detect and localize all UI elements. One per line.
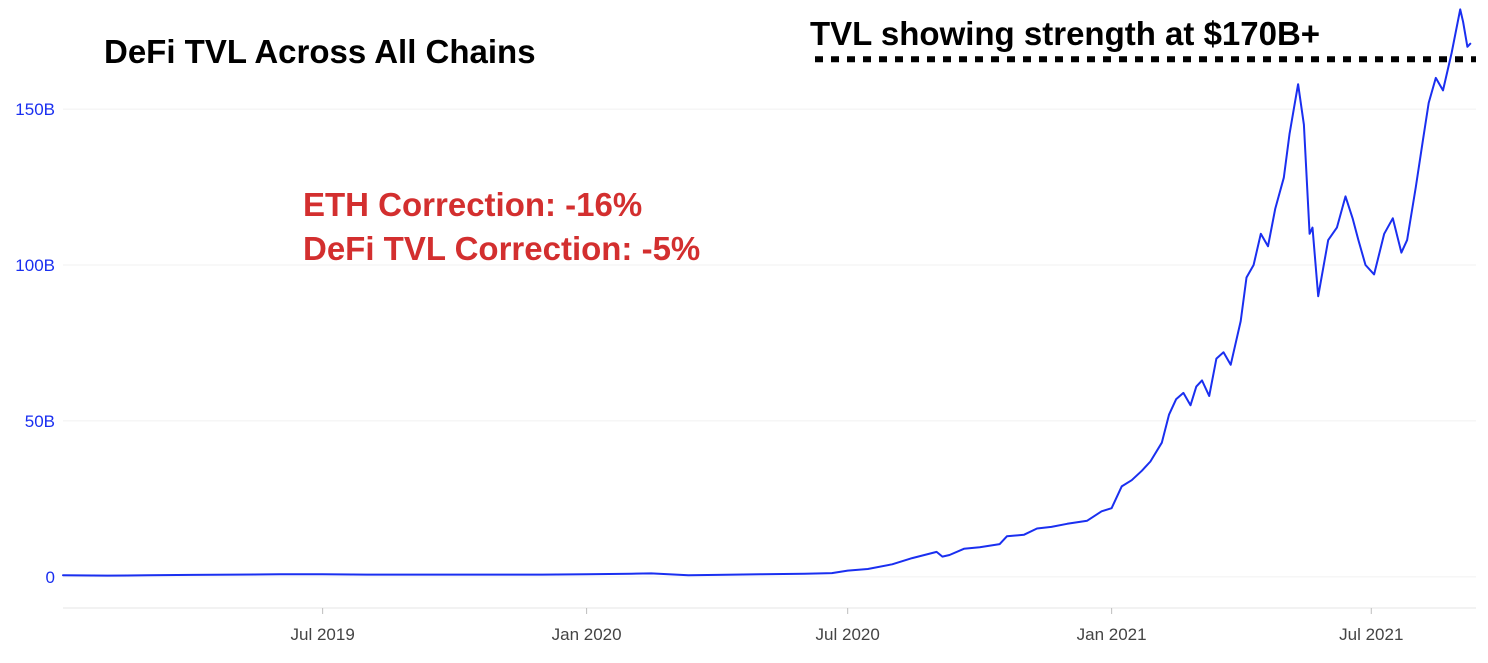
y-tick-label: 50B [25,412,55,431]
tvl-strength-callout: TVL showing strength at $170B+ [810,15,1320,52]
y-tick-label: 0 [46,568,55,587]
tvl-series-line [62,8,1472,577]
grid-lines [63,108,1476,578]
x-tick-label: Jul 2021 [1339,625,1403,644]
series [62,8,1472,577]
y-tick-label: 150B [15,100,55,119]
x-tick-label: Jan 2021 [1077,625,1147,644]
x-tick-label: Jul 2020 [816,625,880,644]
chart-title: DeFi TVL Across All Chains [104,33,536,70]
y-tick-label: 100B [15,256,55,275]
x-tick-label: Jan 2020 [552,625,622,644]
eth-correction-annotation: ETH Correction: -16% [303,186,642,223]
tvl-correction-annotation: DeFi TVL Correction: -5% [303,230,700,267]
x-tick-label: Jul 2019 [291,625,355,644]
axes: 0 50B 100B 150B Jul 2019 Jan 2020 Jul 2020 Jan … [15,100,1476,644]
